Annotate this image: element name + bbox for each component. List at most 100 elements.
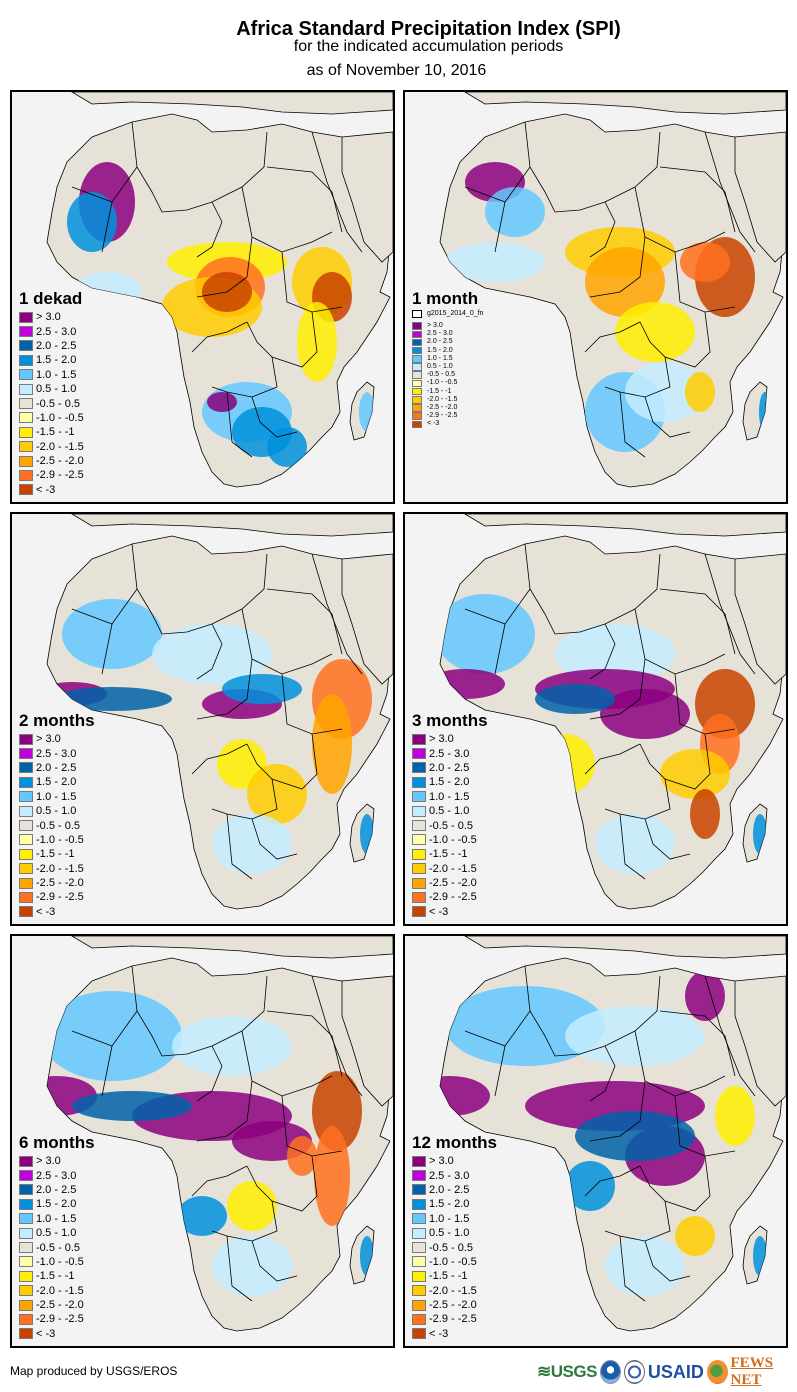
spi-region bbox=[565, 1161, 615, 1211]
country-border bbox=[101, 623, 113, 675]
legend-swatch bbox=[19, 369, 33, 381]
legend-label: -2.9 - -2.5 bbox=[36, 469, 84, 482]
legend-label: -0.5 - 0.5 bbox=[427, 371, 456, 379]
legend-label: 0.5 - 1.0 bbox=[427, 363, 453, 371]
legend-item: -1.0 - -0.5 bbox=[19, 1255, 95, 1269]
red-sea-coastline bbox=[704, 975, 756, 1097]
legend-label: 2.5 - 3.0 bbox=[36, 1169, 77, 1182]
legend-label: -1.0 - -0.5 bbox=[36, 1255, 84, 1268]
legend-swatch bbox=[412, 1227, 426, 1239]
noaa-logo bbox=[599, 1360, 621, 1384]
legend-swatch bbox=[412, 1213, 426, 1225]
usgs-waves-icon: ≋ bbox=[537, 1362, 551, 1381]
red-sea-coastline bbox=[311, 553, 363, 675]
arabia-landmass bbox=[734, 553, 786, 685]
legend-swatch bbox=[412, 762, 426, 774]
legend-label: g2015_2014_0_fn bbox=[427, 310, 484, 317]
map-panel-3-months: 3 months > 3.0 2.5 - 3.0 2.0 - 2.5 1.5 - 2.0… bbox=[403, 512, 788, 926]
spi-region bbox=[52, 687, 172, 711]
legend-item: -2.9 - -2.5 bbox=[19, 468, 84, 482]
legend-label: 2.5 - 3.0 bbox=[429, 1169, 470, 1182]
country-border bbox=[619, 1235, 646, 1302]
legend-item: 1.0 - 1.5 bbox=[412, 790, 488, 804]
legend-label: -2.0 - -1.5 bbox=[36, 440, 84, 453]
country-border bbox=[659, 1010, 736, 1077]
country-border bbox=[131, 543, 268, 635]
legend-item: < -3 bbox=[412, 420, 483, 429]
spi-region bbox=[212, 814, 292, 874]
country-border bbox=[281, 673, 343, 735]
legend-label: -2.0 - -1.5 bbox=[429, 862, 477, 875]
map-panel-6-months: 6 months > 3.0 2.5 - 3.0 2.0 - 2.5 1.5 - 2.0… bbox=[10, 934, 395, 1348]
spi-region bbox=[680, 242, 730, 282]
europe-landmass bbox=[464, 92, 786, 115]
country-border bbox=[266, 588, 343, 655]
legend-boundary-item: g2015_2014_0_fn bbox=[412, 309, 483, 319]
spi-region bbox=[207, 392, 237, 412]
legend-swatch bbox=[412, 1299, 426, 1311]
legend-swatch bbox=[19, 1242, 33, 1254]
legend-item: -1.0 - -0.5 bbox=[19, 833, 95, 847]
country-border bbox=[131, 965, 268, 1057]
legend-label: 1.0 - 1.5 bbox=[36, 790, 77, 803]
legend-swatch bbox=[412, 863, 426, 875]
legend-swatch bbox=[19, 805, 33, 817]
legend-swatch bbox=[412, 1313, 426, 1325]
legend-item: 2.0 - 2.5 bbox=[412, 1183, 497, 1197]
country-border bbox=[101, 1045, 113, 1097]
legend-swatch bbox=[412, 338, 422, 347]
fews-net-logo: FEWS NET bbox=[730, 1355, 774, 1388]
legend-label: < -3 bbox=[36, 483, 56, 496]
legend-label: > 3.0 bbox=[429, 733, 454, 746]
legend-label: -1.5 - -1 bbox=[36, 426, 75, 439]
legend-swatch bbox=[19, 748, 33, 760]
country-border bbox=[281, 1095, 343, 1157]
legend-item: -2.0 - -1.5 bbox=[19, 862, 95, 876]
usaid-seal-icon bbox=[623, 1360, 645, 1384]
legend-label: -2.0 - -1.5 bbox=[36, 1284, 84, 1297]
legend-swatch bbox=[19, 326, 33, 338]
legend-swatch bbox=[19, 311, 33, 323]
legend-item: -0.5 - 0.5 bbox=[19, 396, 84, 410]
country-border bbox=[101, 201, 113, 253]
legend-item: -2.9 - -2.5 bbox=[412, 412, 483, 420]
spi-region bbox=[67, 192, 117, 252]
country-border bbox=[191, 321, 248, 353]
legend-swatch bbox=[412, 1270, 426, 1282]
spi-region bbox=[565, 1006, 705, 1066]
legend-label: -2.5 - -2.0 bbox=[427, 403, 458, 411]
legend-label: -2.9 - -2.5 bbox=[36, 1313, 84, 1326]
legend-item: -1.5 - -1 bbox=[19, 847, 95, 861]
legend-item: -1.0 - -0.5 bbox=[412, 833, 488, 847]
legend-label: -1.0 - -0.5 bbox=[429, 833, 477, 846]
legend-label: -2.9 - -2.5 bbox=[429, 1313, 477, 1326]
legend-swatch bbox=[412, 791, 426, 803]
spi-region bbox=[297, 302, 337, 382]
country-border bbox=[644, 818, 691, 860]
spi-region bbox=[685, 372, 715, 412]
legend-title: 1 dekad bbox=[19, 289, 83, 308]
legend-label: 2.0 - 2.5 bbox=[36, 339, 77, 352]
legend-2-months: 2 months > 3.0 2.5 - 3.0 2.0 - 2.5 1.5 - 2.0… bbox=[19, 712, 95, 919]
country-border bbox=[494, 1045, 506, 1097]
legend-item: -2.9 - -2.5 bbox=[19, 1312, 95, 1326]
red-sea-coastline bbox=[704, 131, 756, 253]
country-border bbox=[266, 1010, 343, 1077]
country-border bbox=[494, 201, 506, 253]
europe-landmass bbox=[464, 936, 786, 959]
legend-label: -0.5 - 0.5 bbox=[36, 397, 81, 410]
legend-item: -1.5 - -1 bbox=[412, 847, 488, 861]
legend-label: -1.0 - -0.5 bbox=[36, 411, 84, 424]
legend-swatch bbox=[19, 354, 33, 366]
legend-item: 2.5 - 3.0 bbox=[19, 746, 95, 760]
legend-label: < -3 bbox=[429, 1327, 449, 1340]
map-panel-12-months: 12 months > 3.0 2.5 - 3.0 2.0 - 2.5 1.5 - 2.… bbox=[403, 934, 788, 1348]
legend-item: -2.5 - -2.0 bbox=[412, 1298, 497, 1312]
legend-label: 0.5 - 1.0 bbox=[36, 1227, 77, 1240]
spi-region bbox=[535, 684, 615, 714]
africa-map-6-months bbox=[46, 936, 393, 1332]
legend-swatch bbox=[412, 1256, 426, 1268]
country-border bbox=[196, 1080, 253, 1142]
spi-region bbox=[287, 1136, 317, 1176]
legend-label: 2.0 - 2.5 bbox=[36, 1183, 77, 1196]
